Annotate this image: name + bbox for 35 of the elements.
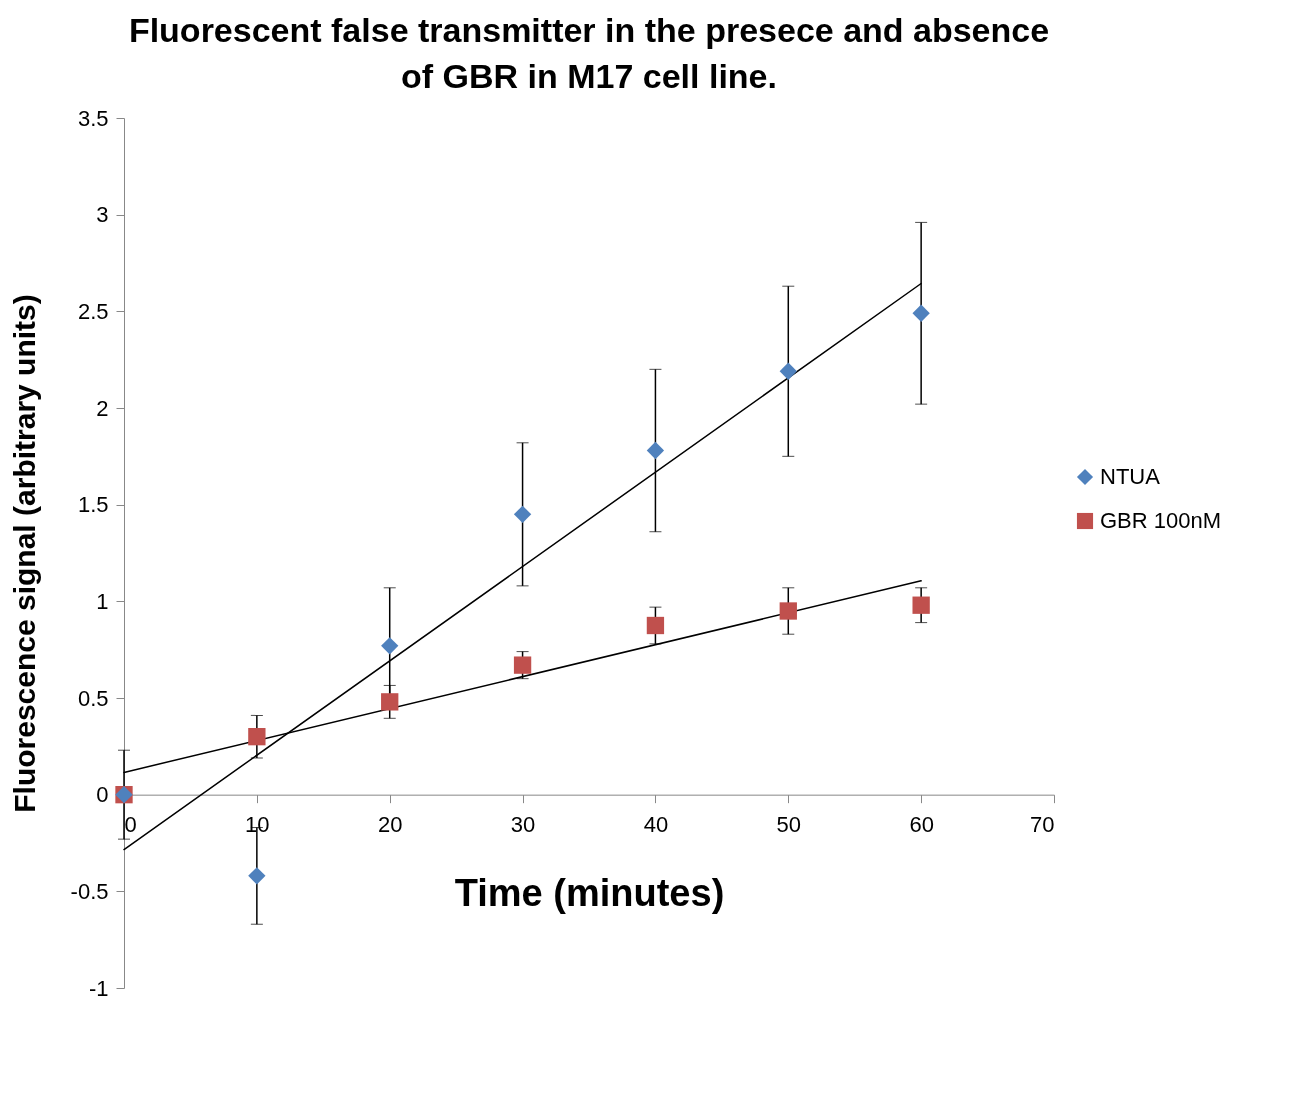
point [248,728,266,746]
x-tick-label: 10 [245,812,270,838]
y-tick-label: 3.5 [77,105,109,131]
y-tick-label: 1 [96,588,109,614]
point [513,505,532,523]
chart-title: Fluorescent false transmitter in the presece and absence of GBR in M17 cell line. [128,11,1050,95]
point [381,637,399,655]
point [779,602,797,620]
y-tick-label: -1 [88,975,109,1001]
x-tick-label: 60 [909,812,934,838]
y-tick-label: -0.5 [70,878,109,904]
x-tick-label: 50 [776,812,802,838]
y-tick-label: 2 [96,395,109,421]
legend-label: GBR 100nM [1100,508,1222,533]
point [646,441,665,460]
x-tick-label: 70 [1030,812,1055,838]
y-tick-label: 1.5 [77,492,109,518]
point [513,656,532,674]
x-tick-label: 30 [510,812,536,838]
y-tick-label: 0 [96,782,109,808]
x-tick-label: 0 [124,812,137,838]
point [779,362,797,380]
legend-label: NTUA [1100,464,1161,489]
y-tick-label: 0.5 [77,685,109,711]
x-tick-label: 20 [377,812,403,838]
y-tick-label: 2.5 [77,298,109,324]
point [646,616,665,635]
x-axis-title: Time (minutes) [454,872,725,915]
point [381,693,399,711]
x-tick-label: 40 [643,812,669,838]
y-axis-title: Fluorescence signal (arbitrary units) [7,294,41,813]
point [912,304,930,322]
y-tick-label: 3 [96,202,109,228]
point [248,867,266,885]
point [912,596,930,614]
